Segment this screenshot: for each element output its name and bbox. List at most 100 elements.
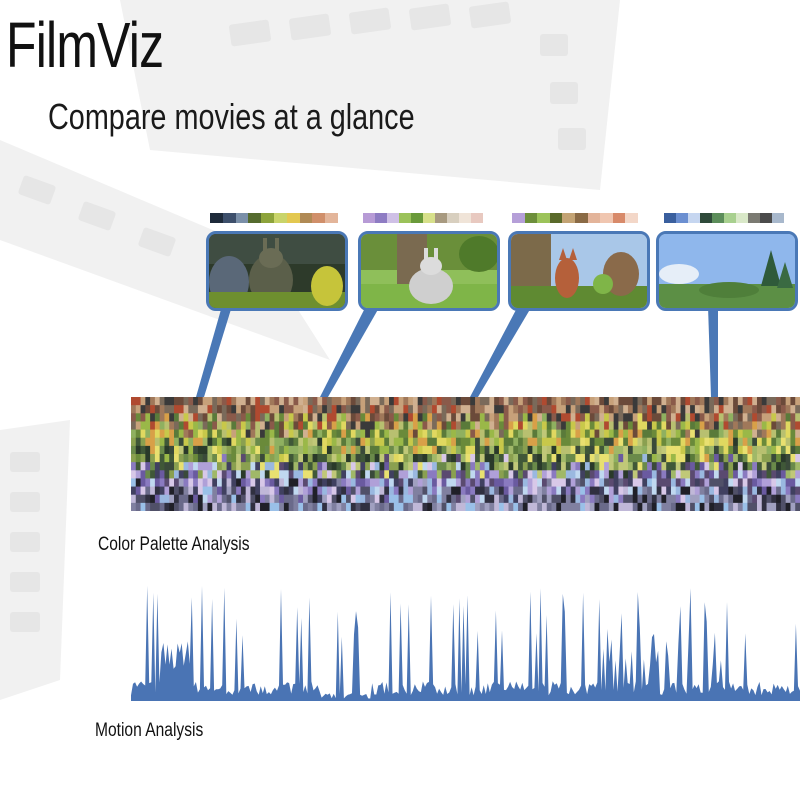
mosaic-cell — [159, 462, 165, 471]
mosaic-cell — [651, 478, 658, 487]
mosaic-cell — [355, 445, 361, 455]
mosaic-cell — [460, 454, 466, 463]
mosaic-cell — [651, 486, 658, 496]
mosaic-cell — [532, 413, 538, 422]
keyframe-thumbnail[interactable] — [508, 231, 650, 311]
mosaic-cell — [661, 478, 667, 487]
mosaic-cell — [699, 486, 705, 496]
mosaic-cell — [135, 405, 141, 414]
mosaic-cell — [207, 445, 213, 455]
mosaic-cell — [374, 437, 380, 447]
mosaic-cell — [226, 502, 232, 511]
mosaic-cell — [599, 462, 605, 471]
mosaic-cell — [217, 470, 223, 479]
mosaic-cell — [489, 462, 495, 471]
mosaic-cell — [436, 405, 443, 414]
mosaic-cell — [604, 494, 610, 504]
mosaic-cell — [159, 437, 165, 447]
mosaic-cell — [432, 445, 438, 455]
mosaic-cell — [637, 437, 643, 447]
mosaic-cell — [403, 502, 409, 511]
mosaic-cell — [412, 421, 419, 430]
mosaic-cell — [212, 405, 218, 414]
keyframe-thumbnail[interactable] — [206, 231, 348, 311]
mosaic-cell — [608, 486, 615, 496]
mosaic-cell — [742, 470, 748, 479]
mosaic-cell — [718, 429, 724, 439]
mosaic-cell — [647, 421, 653, 430]
mosaic-cell — [250, 437, 256, 447]
mosaic-cell — [771, 486, 777, 496]
mosaic-cell — [365, 494, 371, 504]
mosaic-cell — [145, 486, 151, 496]
mosaic-cell — [594, 454, 600, 463]
mosaic-cell — [522, 421, 529, 430]
mosaic-cell — [532, 502, 538, 511]
mosaic-cell — [699, 470, 705, 479]
mosaic-cell — [718, 413, 724, 422]
mosaic-cell — [217, 494, 223, 504]
mosaic-cell — [737, 478, 744, 487]
mosaic-cell — [632, 413, 638, 422]
mosaic-cell — [575, 462, 581, 471]
mosaic-cell — [527, 502, 533, 511]
mosaic-cell — [541, 413, 548, 422]
mosaic-cell — [279, 470, 285, 479]
mosaic-cell — [131, 454, 137, 463]
mosaic-cell — [551, 429, 557, 439]
palette-swatch — [664, 213, 676, 223]
mosaic-cell — [680, 429, 686, 439]
mosaic-cell — [336, 413, 342, 422]
mosaic-cell — [164, 429, 170, 439]
mosaic-cell — [589, 421, 595, 430]
mosaic-cell — [193, 470, 199, 479]
mosaic-cell — [728, 397, 734, 406]
mosaic-cell — [508, 478, 514, 487]
mosaic-cell — [169, 454, 175, 463]
mosaic-cell — [455, 429, 462, 439]
mosaic-cell — [451, 502, 457, 511]
mosaic-cell — [441, 429, 447, 439]
mosaic-cell — [613, 454, 619, 463]
mosaic-cell — [780, 502, 787, 511]
mosaic-cell — [627, 502, 634, 511]
mosaic-cell — [742, 397, 748, 406]
mosaic-cell — [379, 421, 385, 430]
mosaic-cell — [393, 494, 399, 504]
keyframe-thumbnail[interactable] — [656, 231, 798, 311]
mosaic-cell — [369, 421, 376, 430]
mosaic-cell — [326, 494, 333, 504]
mosaic-cell — [704, 478, 710, 487]
mosaic-cell — [537, 502, 543, 511]
mosaic-cell — [303, 429, 309, 439]
mosaic-cell — [699, 502, 705, 511]
mosaic-cell — [489, 502, 495, 511]
mosaic-cell — [236, 421, 242, 430]
mosaic-cell — [570, 462, 576, 471]
mosaic-cell — [355, 421, 361, 430]
mosaic-cell — [274, 437, 280, 447]
mosaic-cell — [632, 429, 638, 439]
mosaic-cell — [283, 470, 290, 479]
mosaic-cell — [307, 502, 313, 511]
mosaic-cell — [293, 470, 299, 479]
mosaic-cell — [570, 454, 576, 463]
keyframe-thumbnail[interactable] — [358, 231, 500, 311]
mosaic-cell — [145, 405, 151, 414]
mosaic-cell — [776, 454, 782, 463]
mosaic-cell — [575, 486, 581, 496]
mosaic-cell — [795, 454, 800, 463]
mosaic-cell — [599, 445, 605, 455]
mosaic-cell — [623, 421, 629, 430]
mosaic-cell — [307, 478, 313, 487]
mosaic-cell — [174, 429, 180, 439]
mosaic-cell — [704, 397, 710, 406]
mosaic-cell — [446, 429, 452, 439]
mosaic-cell — [556, 429, 562, 439]
mosaic-cell — [694, 470, 701, 479]
mosaic-cell — [675, 462, 681, 471]
mosaic-cell — [398, 478, 404, 487]
mosaic-cell — [756, 437, 763, 447]
mosaic-cell — [322, 421, 328, 430]
mosaic-cell — [403, 421, 409, 430]
